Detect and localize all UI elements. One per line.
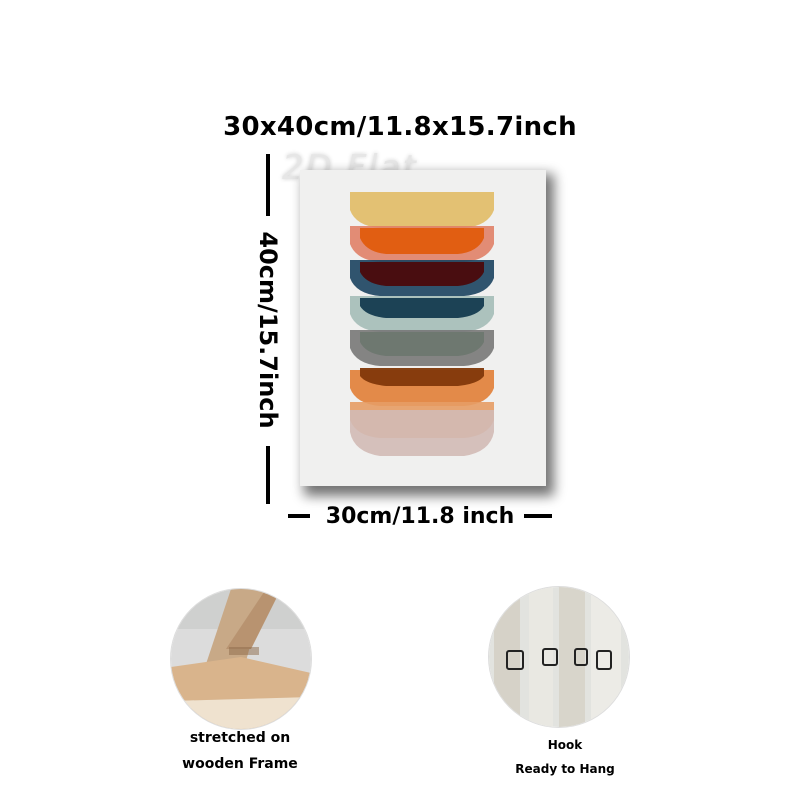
bowls-illustration xyxy=(350,192,494,456)
wooden-frame-illustration xyxy=(171,589,311,729)
bowl-slate xyxy=(360,332,484,356)
hook-caption-line2: Ready to Hang xyxy=(515,762,615,776)
bowl-yellow xyxy=(350,192,494,228)
hook-caption-line1: Hook xyxy=(547,738,583,752)
frame-caption-line1: stretched on xyxy=(189,730,291,746)
bowl-maroon xyxy=(360,262,484,286)
bowl-blush xyxy=(350,410,494,456)
wooden-frame-photo-icon xyxy=(170,588,312,730)
hook-photo-icon xyxy=(488,586,630,728)
height-marker-bottom xyxy=(266,446,270,504)
frame-caption-line2: wooden Frame xyxy=(182,756,298,772)
bowl-brown xyxy=(360,368,484,386)
width-label: 30cm/11.8 inch xyxy=(325,504,515,529)
hook-illustration xyxy=(489,587,629,727)
width-marker-right xyxy=(524,514,552,518)
width-marker-left xyxy=(288,514,310,518)
bowl-orange xyxy=(360,228,484,254)
height-marker-top xyxy=(266,154,270,216)
bowl-teal xyxy=(360,298,484,318)
canvas-artwork xyxy=(300,170,546,486)
size-title: 30x40cm/11.8x15.7inch xyxy=(223,112,577,142)
height-label: 40cm/15.7inch xyxy=(254,231,282,429)
